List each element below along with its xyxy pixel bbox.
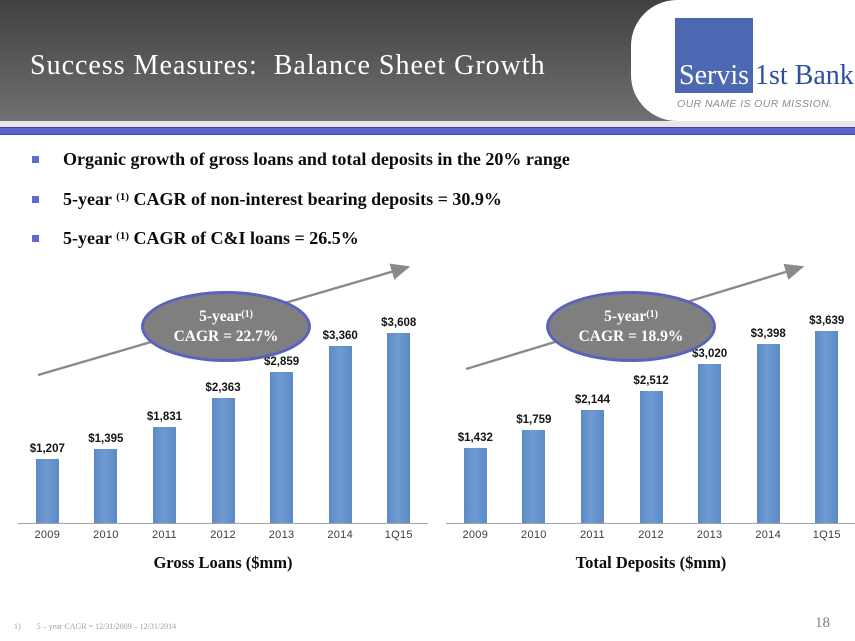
category-label: 2013 — [696, 529, 723, 541]
category-label: 2012 — [638, 529, 664, 541]
bar-value-label: $3,020 — [692, 348, 728, 360]
bar-value-label: $1,395 — [88, 433, 124, 445]
bar-value-label: $2,144 — [574, 394, 611, 406]
logo-text-servis: Servis — [679, 60, 749, 91]
bar-group: $3,398 — [739, 328, 798, 523]
bar-group: $1,207 — [18, 443, 77, 523]
bar — [580, 410, 604, 523]
bar-group: $1,432 — [446, 432, 505, 523]
bar — [387, 333, 411, 523]
bar-value-label: $3,639 — [809, 315, 845, 327]
bar — [756, 344, 780, 523]
bullet-square-icon — [32, 195, 39, 203]
bar — [815, 331, 839, 523]
bullet-item: 5-year (1) CAGR of non-interest bearing … — [30, 188, 570, 211]
bar — [94, 449, 118, 523]
category-label: 2014 — [327, 529, 354, 541]
category-label: 2009 — [34, 529, 61, 541]
cagr-callout-line2: CAGR = 22.7% — [173, 327, 279, 345]
bar — [328, 346, 352, 523]
bar-value-label: $3,398 — [750, 328, 786, 340]
bullet-text: Organic growth of gross loans and total … — [63, 149, 570, 169]
bullet-square-icon — [32, 235, 39, 242]
footnote: 1) 5 – year CAGR = 12/31/2009 – 12/31/20… — [14, 622, 176, 631]
page-title: Success Measures: Balance Sheet Growth — [30, 50, 546, 81]
bar-group: $2,144 — [563, 394, 622, 523]
bar-group: $2,859 — [252, 356, 311, 523]
bar-value-label: $1,432 — [457, 432, 493, 444]
logo-wordmark: Servis 1st Bank — [675, 18, 855, 93]
bar-group: $3,639 — [797, 315, 855, 523]
header-divider-light — [0, 121, 855, 127]
cagr-callout: 5-year(1) CAGR = 22.7% — [141, 291, 311, 362]
logo-blue-square: Servis — [675, 18, 753, 93]
category-label: 2014 — [755, 529, 782, 541]
bar-value-label: $3,360 — [322, 330, 358, 342]
bar-value-label: $3,608 — [381, 317, 417, 329]
plot-area: $1,207 $1,395 $1,831 $2,363 $2,859 $3,360 $3,6… — [18, 258, 428, 524]
footnote-text: 5 – year CAGR = 12/31/2009 – 12/31/2014 — [36, 622, 177, 631]
bar — [152, 427, 176, 523]
bar — [639, 391, 663, 523]
logo-tagline: OUR NAME IS OUR MISSION. — [677, 98, 833, 110]
bullet-list: Organic growth of gross loans and total … — [30, 148, 570, 267]
cagr-callout-line1: 5-year(1) — [199, 308, 253, 326]
bar — [463, 448, 487, 523]
page-number: 18 — [815, 615, 830, 631]
bullet-text: 5-year (1) CAGR of non-interest bearing … — [63, 188, 502, 209]
bar-value-label: $2,363 — [205, 382, 241, 394]
bar-value-label: $1,831 — [146, 411, 183, 423]
bar-group: $2,512 — [622, 375, 681, 523]
bullet-item: 5-year (1) CAGR of C&I loans = 26.5% — [30, 227, 570, 250]
bar-value-label: $1,207 — [29, 443, 65, 455]
cagr-callout: 5-year(1) CAGR = 18.9% — [546, 291, 716, 362]
bar-group: $2,363 — [194, 382, 253, 523]
category-label: 2012 — [210, 529, 236, 541]
cagr-callout-line1: 5-year(1) — [604, 308, 658, 326]
x-axis-labels: 2009 2010 2011 2012 2013 2014 1Q15 — [446, 524, 855, 541]
category-label: 2011 — [580, 529, 605, 541]
category-label: 2010 — [521, 529, 547, 541]
bar-group: $3,020 — [680, 348, 739, 523]
category-label: 1Q15 — [384, 529, 413, 541]
chart-title: Total Deposits ($mm) — [575, 553, 727, 572]
footnote-marker: 1) — [14, 622, 21, 631]
total-deposits-chart: 5-year(1) CAGR = 18.9% $1,432 $1,759 $2,14… — [446, 258, 855, 573]
category-label: 2011 — [152, 529, 177, 541]
bullet-text: 5-year (1) CAGR of C&I loans = 26.5% — [63, 228, 359, 248]
bar-group: $1,759 — [505, 414, 564, 523]
logo: Servis 1st Bank OUR NAME IS OUR MISSION. — [631, 0, 855, 121]
category-label: 2013 — [268, 529, 295, 541]
header-divider-blue — [0, 127, 855, 135]
bar-value-label: $2,859 — [264, 356, 300, 368]
category-label: 1Q15 — [812, 529, 841, 541]
bar — [698, 364, 722, 523]
chart-title: Gross Loans ($mm) — [153, 553, 293, 572]
bullet-square-icon — [32, 156, 39, 163]
bar — [270, 372, 294, 523]
category-label: 2009 — [462, 529, 489, 541]
gross-loans-chart: 5-year(1) CAGR = 22.7% $1,207 $1,395 $1,83… — [18, 258, 428, 573]
bar — [211, 398, 235, 523]
bar-group: $1,831 — [135, 411, 194, 523]
bar-group: $3,608 — [369, 317, 428, 523]
cagr-callout-line2: CAGR = 18.9% — [578, 327, 684, 345]
category-label: 2010 — [93, 529, 119, 541]
logo-text-1st-bank: 1st Bank — [755, 60, 854, 91]
bar-group: $3,360 — [311, 330, 370, 523]
bar-group: $1,395 — [77, 433, 136, 523]
bar — [522, 430, 546, 523]
bar-value-label: $1,759 — [516, 414, 552, 426]
x-axis-labels: 2009 2010 2011 2012 2013 2014 1Q15 — [18, 524, 428, 541]
bar-value-label: $2,512 — [633, 375, 669, 387]
bar — [35, 459, 59, 523]
bullet-item: Organic growth of gross loans and total … — [30, 148, 570, 171]
